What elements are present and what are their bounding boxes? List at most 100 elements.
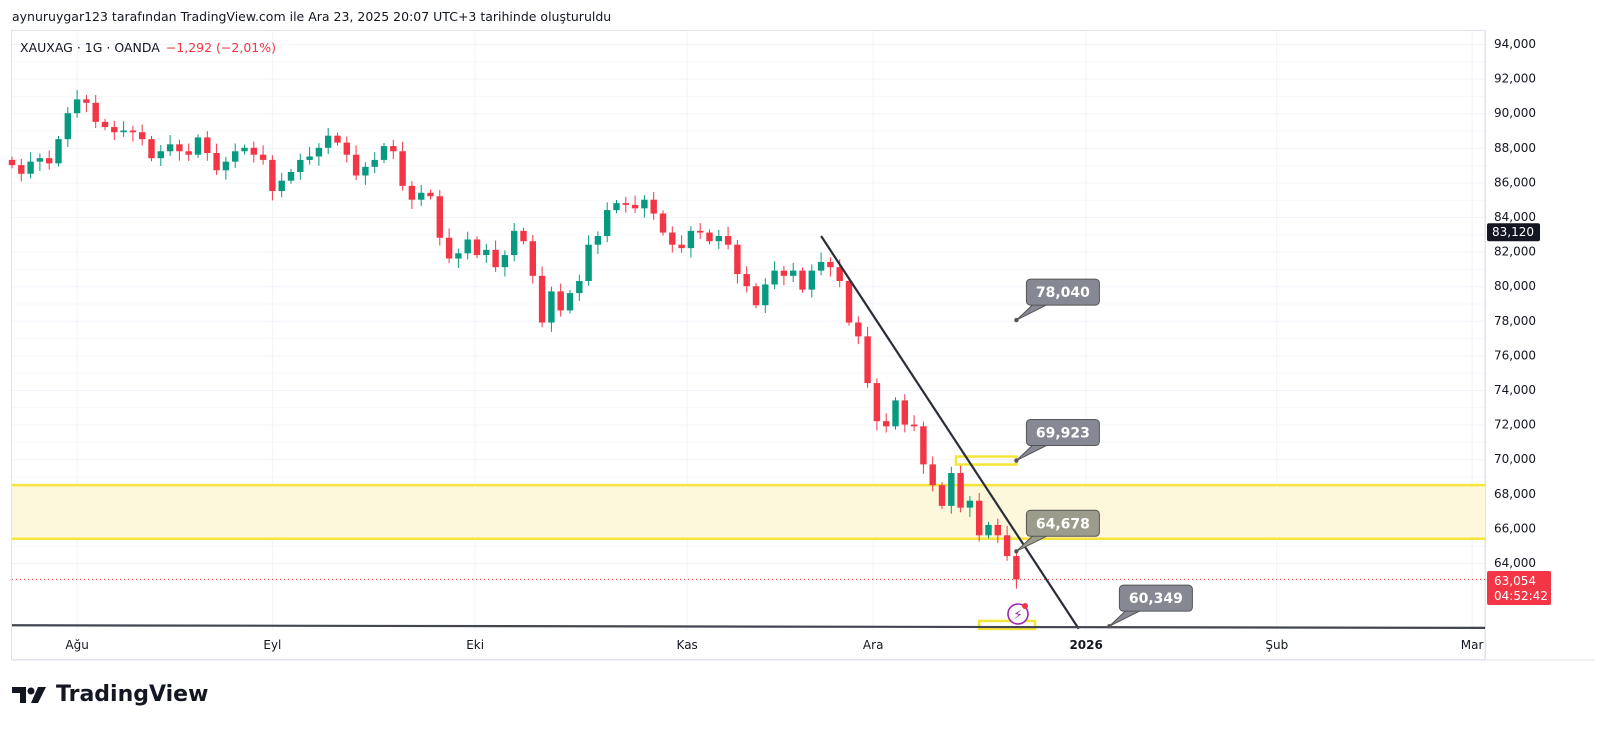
candle-up	[817, 261, 825, 271]
countdown-label: 04:52:42	[1494, 589, 1548, 603]
candle-down	[538, 275, 546, 323]
event-icon	[1007, 603, 1029, 625]
candle-up	[790, 270, 797, 276]
candle-down	[1013, 556, 1020, 580]
candle-down	[929, 464, 936, 486]
candle-down	[864, 336, 871, 384]
y-tick-label: 66,000	[1494, 521, 1536, 535]
candle-down	[669, 232, 676, 245]
candle-down	[185, 151, 192, 155]
candle-up	[287, 172, 295, 181]
candle-down	[780, 270, 788, 276]
callout-pointer	[1016, 302, 1051, 321]
candle-down	[836, 267, 843, 282]
candle-down	[678, 244, 685, 249]
candle-up	[166, 144, 174, 152]
candle-down	[957, 473, 964, 508]
candle-up	[194, 137, 202, 155]
candle-up	[511, 230, 518, 256]
x-tick-label: 2026	[1069, 638, 1102, 652]
candle-up	[418, 192, 425, 200]
candle-up	[594, 236, 602, 245]
candle-down	[734, 244, 741, 275]
candle-down	[1003, 535, 1011, 557]
candle-down	[743, 274, 750, 287]
callout-label: 69,923	[1036, 426, 1090, 442]
candle-up	[585, 244, 592, 282]
candle-down	[883, 421, 890, 427]
candle-down	[706, 232, 713, 242]
candle-up	[948, 473, 955, 506]
candle-down	[250, 147, 257, 155]
x-tick-label: Mar	[1461, 638, 1484, 652]
candle-down	[8, 159, 16, 166]
candle-down	[436, 196, 443, 238]
brand-name: TradingView	[56, 682, 209, 707]
candle-up	[576, 281, 583, 294]
price-change: −1,292 (−2,01%)	[165, 40, 276, 55]
symbol-info[interactable]: XAUXAG · 1G · OANDA	[20, 40, 160, 55]
support-zone	[12, 485, 1485, 539]
candle-down	[976, 500, 983, 536]
candle-up	[687, 230, 695, 249]
event-dot-icon	[1022, 603, 1028, 609]
candle-down	[659, 213, 667, 233]
candle-up	[483, 249, 490, 256]
candle-down	[697, 230, 704, 233]
candle-down	[920, 426, 927, 465]
candle-up	[232, 151, 239, 162]
y-tick-label: 70,000	[1494, 452, 1536, 466]
callout-label: 64,678	[1036, 516, 1090, 532]
candle-up	[464, 239, 471, 254]
candle-up	[36, 158, 44, 162]
y-tick-label: 92,000	[1494, 72, 1536, 86]
candle-up	[362, 166, 369, 176]
tradingview-logo-icon	[12, 686, 46, 703]
y-tick-label: 78,000	[1494, 314, 1536, 328]
last-price-label: 63,054	[1494, 574, 1536, 588]
tradingview-logo[interactable]: TradingView	[12, 682, 208, 707]
x-tick-label: Kas	[677, 638, 698, 652]
candle-down	[46, 158, 53, 164]
candle-down	[873, 383, 881, 422]
candle-up	[455, 253, 462, 259]
y-tick-label: 68,000	[1494, 487, 1536, 501]
candle-up	[64, 113, 71, 140]
callout-anchor	[1107, 623, 1112, 629]
candle-down	[352, 154, 360, 176]
y-tick-label: 86,000	[1494, 175, 1536, 189]
candle-down	[129, 130, 137, 133]
lightning-icon: ⚡	[1013, 608, 1022, 623]
symbol-legend: XAUXAG · 1G · OANDA −1,292 (−2,01%)	[20, 40, 276, 55]
candle-down	[176, 144, 183, 152]
callout-label: 60,349	[1129, 591, 1183, 607]
highlight-rect	[954, 455, 1018, 466]
highlight-price-label: 83,120	[1492, 225, 1534, 239]
candle-down	[390, 146, 397, 152]
candle-up	[641, 199, 648, 209]
candle-up	[808, 270, 815, 290]
candle-up	[55, 139, 62, 164]
candle-down	[724, 236, 732, 245]
y-tick-label: 82,000	[1494, 245, 1536, 259]
candle-up	[892, 400, 899, 427]
candle-down	[855, 322, 862, 337]
y-tick-label: 64,000	[1494, 556, 1536, 570]
candle-up	[380, 146, 388, 160]
callout-box	[1025, 509, 1100, 537]
highlight-price-badge	[1487, 223, 1540, 242]
candle-down	[622, 203, 629, 205]
candle-down	[845, 281, 853, 323]
candle-up	[548, 291, 555, 323]
candle-down	[529, 241, 536, 276]
candle-down	[343, 142, 350, 155]
candle-down	[92, 102, 99, 122]
candle-up	[222, 161, 230, 171]
candle-down	[910, 424, 918, 427]
candle-up	[613, 203, 620, 211]
candle-down	[399, 151, 406, 186]
candle-down	[148, 139, 155, 159]
candle-down	[827, 261, 834, 268]
candle-up	[371, 159, 378, 167]
